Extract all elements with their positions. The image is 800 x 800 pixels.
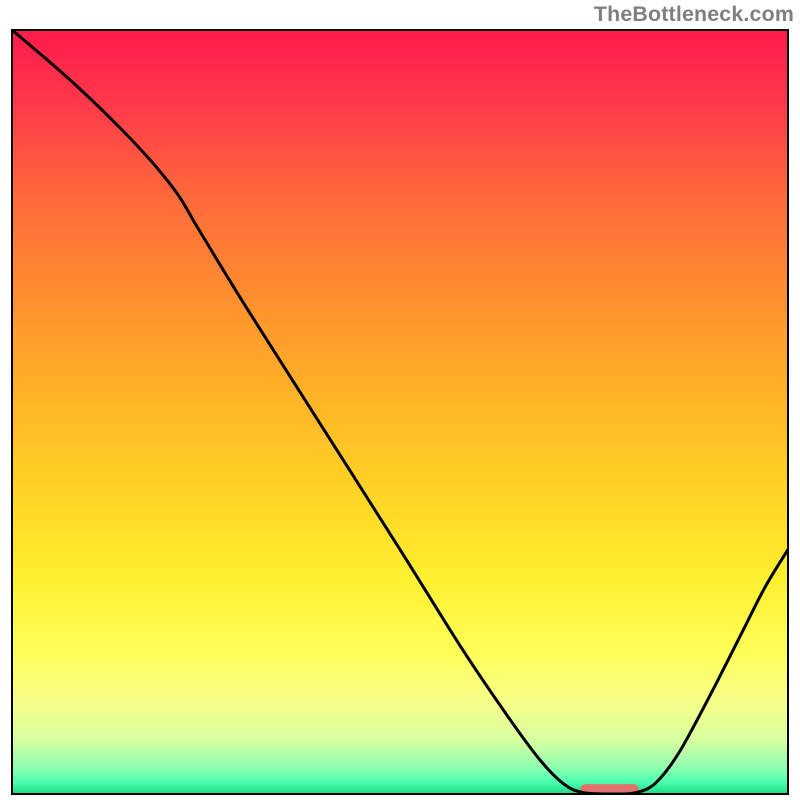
watermark-text: TheBottleneck.com [594, 2, 794, 27]
chart-stage: TheBottleneck.com [0, 0, 800, 800]
bottleneck-chart [0, 0, 800, 800]
gradient-background [12, 30, 788, 794]
